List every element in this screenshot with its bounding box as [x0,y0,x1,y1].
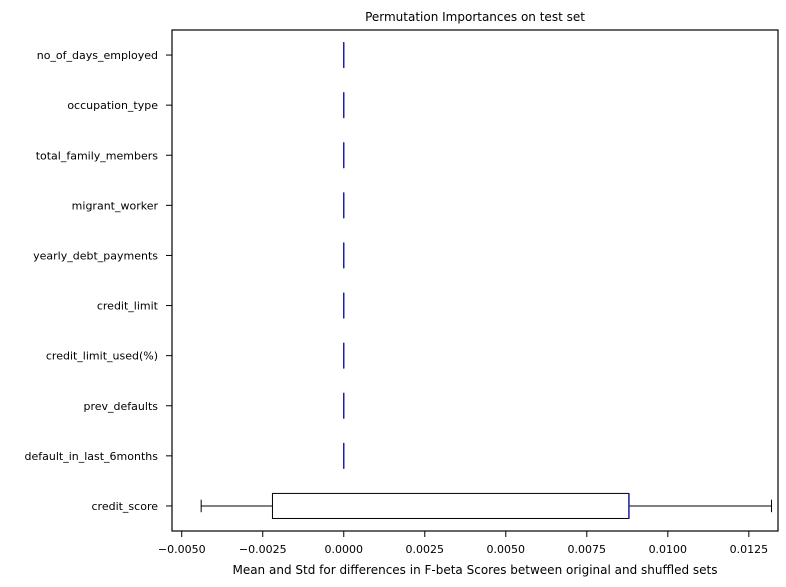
y-tick-label: credit_score [91,500,158,513]
y-tick-label: default_in_last_6months [24,450,158,463]
y-tick-label: occupation_type [67,99,158,112]
x-tick-label: 0.0025 [406,543,445,556]
plot-area [200,42,773,519]
x-tick-label: 0.0075 [568,543,607,556]
x-tick-label: 0.0050 [487,543,526,556]
y-tick-label: yearly_debt_payments [33,249,158,262]
x-tick-label: 0.0100 [649,543,688,556]
x-tick-label: 0.0125 [730,543,769,556]
y-tick-label: total_family_members [36,149,159,162]
y-tick-label: credit_limit_used(%) [46,350,158,363]
chart-title: Permutation Importances on test set [365,10,585,24]
box-credit_score [200,492,773,519]
y-tick-label: prev_defaults [84,400,159,413]
y-tick-label: credit_limit [97,300,159,313]
y-tick-label: no_of_days_employed [37,49,158,62]
x-axis-label: Mean and Std for differences in F-beta S… [232,563,717,577]
box-iqr [271,492,630,519]
x-axis: −0.0050 −0.0025 0.0000 0.0025 0.0050 0.0075 0.… [158,531,768,556]
x-tick-label: −0.0050 [158,543,206,556]
y-axis: no_of_days_employed occupation_type total_… [24,49,172,513]
plot-frame [171,29,779,532]
x-tick-label: 0.0000 [325,543,364,556]
y-tick-label: migrant_worker [72,199,159,212]
x-tick-label: −0.0025 [239,543,287,556]
